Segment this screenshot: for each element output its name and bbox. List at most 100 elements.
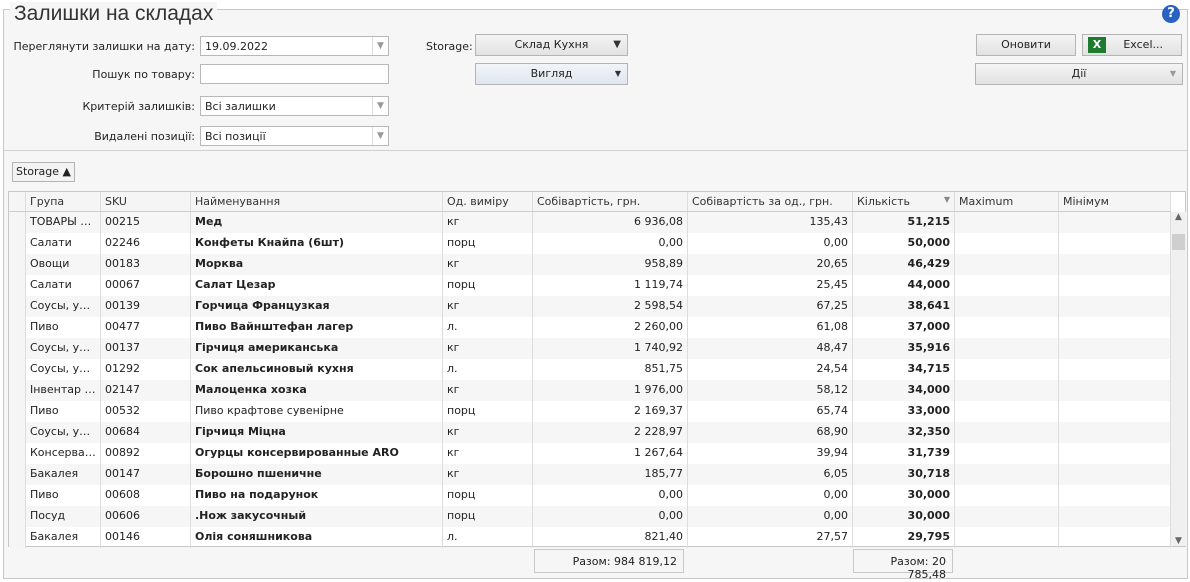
- column-header[interactable]: Кількість ▼: [853, 192, 955, 211]
- table-cell: порц: [443, 401, 533, 422]
- table-row[interactable]: Овощи 00183 Морква кг 958,89 20,65 46,429: [9, 254, 1171, 275]
- search-input[interactable]: [200, 64, 389, 84]
- table-cell: Пиво: [26, 317, 101, 338]
- row-indicator: [9, 359, 26, 380]
- scroll-up-icon[interactable]: ▲: [1175, 212, 1182, 222]
- view-dropdown[interactable]: Вигляд ▼: [475, 63, 628, 85]
- table-cell: [955, 443, 1059, 464]
- table-row[interactable]: Посуд 00606 .Нож закусочный порц 0,00 0,00 30,…: [9, 506, 1171, 527]
- table-cell: порц: [443, 485, 533, 506]
- table-row[interactable]: Консервац... 00892 Огурцы консервированные…: [9, 443, 1171, 464]
- group-by-storage-chip[interactable]: Storage ▲: [12, 162, 75, 182]
- table-cell: л.: [443, 359, 533, 380]
- table-row[interactable]: Салати 00067 Салат Цезар порц 1 119,74 25,45 4…: [9, 275, 1171, 296]
- table-cell: [955, 380, 1059, 401]
- chevron-down-icon[interactable]: ▼: [372, 97, 388, 115]
- column-header[interactable]: SKU: [101, 192, 191, 211]
- caret-down-icon: ▼: [613, 39, 621, 50]
- table-cell: 50,000: [853, 233, 955, 254]
- table-row[interactable]: Соусы, укс... 01292 Сок апельсиновый кухня…: [9, 359, 1171, 380]
- scroll-thumb[interactable]: [1172, 234, 1185, 250]
- table-cell: Гірчиця американська: [191, 338, 443, 359]
- refresh-button[interactable]: Оновити: [976, 34, 1076, 56]
- column-header-label: Собівартість за од., грн.: [692, 195, 833, 208]
- table-cell: кг: [443, 464, 533, 485]
- row-indicator: [9, 401, 26, 422]
- table-cell: кг: [443, 422, 533, 443]
- table-row[interactable]: Пиво 00477 Пиво Вайнштефан лагер л. 2 260,00…: [9, 317, 1171, 338]
- table-row[interactable]: Салати 02246 Конфеты Кнайпа (6шт) порц 0,00 0…: [9, 233, 1171, 254]
- chevron-down-icon[interactable]: ▼: [372, 127, 388, 145]
- storage-label: Storage:: [426, 40, 473, 53]
- table-cell: 02147: [101, 380, 191, 401]
- table-cell: 1 740,92: [533, 338, 688, 359]
- table-row[interactable]: Бакалея 00147 Борошно пшеничне кг 185,77 6,05…: [9, 464, 1171, 485]
- scroll-down-icon[interactable]: ▼: [1175, 536, 1182, 546]
- table-row[interactable]: ТОВАРЫ К... 00215 Мед кг 6 936,08 135,43 51,21…: [9, 212, 1171, 233]
- table-cell: 00139: [101, 296, 191, 317]
- table-cell: [1059, 401, 1171, 422]
- column-header-label: Собівартість, грн.: [537, 195, 641, 208]
- table-cell: 6 936,08: [533, 212, 688, 233]
- table-row[interactable]: Бакалея 00146 Олія соняшникова л. 821,40 27,5…: [9, 527, 1171, 548]
- column-header[interactable]: Найменування: [191, 192, 443, 211]
- table-cell: Сок апельсиновый кухня: [191, 359, 443, 380]
- chevron-down-icon[interactable]: ▼: [372, 37, 388, 55]
- storage-dropdown[interactable]: Склад Кухня ▼: [475, 34, 628, 56]
- table-cell: [1059, 422, 1171, 443]
- column-header[interactable]: Група: [26, 192, 101, 211]
- table-cell: Пиво: [26, 485, 101, 506]
- table-cell: 00477: [101, 317, 191, 338]
- table-row[interactable]: Пиво 00608 Пиво на подарунок порц 0,00 0,00 30…: [9, 485, 1171, 506]
- table-cell: Салати: [26, 275, 101, 296]
- table-row[interactable]: Соусы, укс... 00684 Гірчиця Міцна кг 2 228,9…: [9, 422, 1171, 443]
- column-header[interactable]: Maximum: [955, 192, 1059, 211]
- table-cell: 00067: [101, 275, 191, 296]
- table-cell: 01292: [101, 359, 191, 380]
- table-row[interactable]: Соусы, укс... 00139 Горчица Французкая кг 2 …: [9, 296, 1171, 317]
- table-header: Група SKU Найменування Од. виміру Собівартіс…: [9, 192, 1171, 212]
- column-header-label: Група: [30, 195, 65, 208]
- column-header-label: Мінімум: [1063, 195, 1109, 208]
- table-row[interactable]: Інвентар К... 02147 Малоценка хозка кг 1 976…: [9, 380, 1171, 401]
- table-cell: 2 598,54: [533, 296, 688, 317]
- date-picker[interactable]: 19.09.2022 ▼: [200, 36, 389, 56]
- criteria-select[interactable]: Всі залишки ▼: [200, 96, 389, 116]
- table-cell: 68,90: [688, 422, 853, 443]
- table-cell: [1059, 506, 1171, 527]
- column-header[interactable]: Собівартість за од., грн.: [688, 192, 853, 211]
- table-cell: Малоценка хозка: [191, 380, 443, 401]
- column-header[interactable]: Мінімум: [1059, 192, 1171, 211]
- excel-icon: X: [1088, 37, 1106, 53]
- table-cell: 2 169,37: [533, 401, 688, 422]
- table-cell: 0,00: [533, 233, 688, 254]
- total-cost: Разом: 984 819,12: [534, 549, 684, 573]
- actions-dropdown[interactable]: Дії ▼: [975, 63, 1183, 85]
- table-cell: 00146: [101, 527, 191, 548]
- table-cell: [1059, 275, 1171, 296]
- table-cell: [955, 296, 1059, 317]
- table-cell: 44,000: [853, 275, 955, 296]
- table-cell: 67,25: [688, 296, 853, 317]
- table-cell: [955, 254, 1059, 275]
- column-header[interactable]: Од. виміру: [443, 192, 533, 211]
- row-indicator: [9, 212, 26, 233]
- table-cell: 0,00: [688, 506, 853, 527]
- deleted-select[interactable]: Всі позиції ▼: [200, 126, 389, 146]
- table-row[interactable]: Соусы, укс... 00137 Гірчиця американська кг…: [9, 338, 1171, 359]
- table-cell: [955, 485, 1059, 506]
- excel-button[interactable]: X Excel...: [1082, 34, 1182, 56]
- help-icon[interactable]: ?: [1162, 5, 1180, 23]
- column-header[interactable]: Собівартість, грн.: [533, 192, 688, 211]
- table-cell: 0,00: [688, 233, 853, 254]
- table-cell: 65,74: [688, 401, 853, 422]
- table-cell: Бакалея: [26, 527, 101, 548]
- page-title: Залишки на складах: [10, 2, 218, 26]
- vertical-scrollbar[interactable]: ▲ ▼: [1170, 212, 1186, 546]
- row-indicator: [9, 275, 26, 296]
- table-cell: [1059, 317, 1171, 338]
- table-cell: [955, 233, 1059, 254]
- table-cell: 34,000: [853, 380, 955, 401]
- table-row[interactable]: Пиво 00532 Пиво крафтове сувенірне порц 2 16…: [9, 401, 1171, 422]
- criteria-value: Всі залишки: [205, 100, 276, 113]
